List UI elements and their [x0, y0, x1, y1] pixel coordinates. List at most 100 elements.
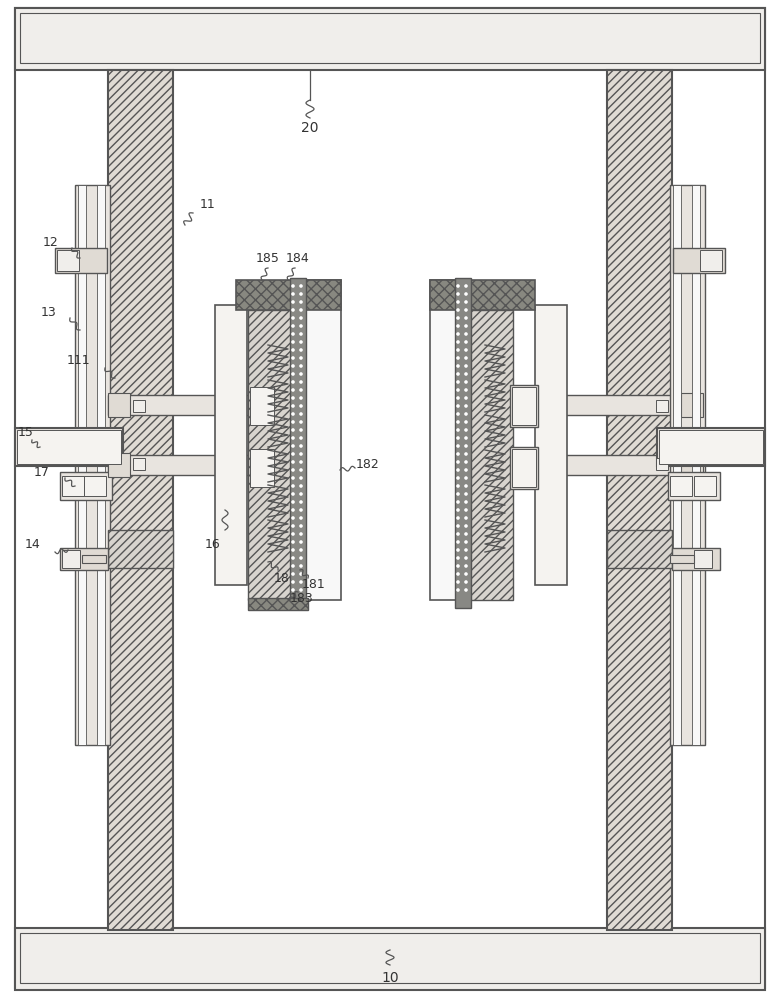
Circle shape: [456, 420, 460, 424]
Text: 184: 184: [286, 251, 310, 264]
Bar: [670, 476, 692, 496]
Text: 182: 182: [356, 458, 380, 472]
Circle shape: [291, 388, 294, 392]
Circle shape: [299, 516, 303, 520]
Circle shape: [456, 540, 460, 544]
Circle shape: [464, 396, 468, 400]
Bar: [700, 250, 722, 271]
Circle shape: [291, 588, 294, 592]
Circle shape: [299, 324, 303, 328]
Circle shape: [464, 524, 468, 528]
Bar: [78, 185, 86, 745]
Circle shape: [464, 316, 468, 320]
Circle shape: [299, 580, 303, 584]
Bar: [15, 928, 765, 990]
Bar: [681, 453, 703, 477]
Circle shape: [464, 452, 468, 456]
Circle shape: [456, 524, 460, 528]
Bar: [538, 395, 703, 415]
Circle shape: [464, 460, 468, 464]
Bar: [108, 395, 273, 415]
Text: 16: 16: [205, 538, 220, 552]
Circle shape: [299, 556, 303, 560]
Bar: [673, 248, 725, 273]
Bar: [607, 530, 672, 568]
Circle shape: [291, 556, 294, 560]
Circle shape: [299, 380, 303, 384]
Circle shape: [291, 580, 294, 584]
Bar: [538, 455, 703, 475]
Circle shape: [464, 284, 468, 288]
Bar: [455, 278, 471, 608]
Bar: [657, 428, 765, 466]
Circle shape: [299, 484, 303, 488]
Bar: [430, 280, 468, 600]
Circle shape: [456, 340, 460, 344]
Circle shape: [464, 404, 468, 408]
Circle shape: [291, 500, 294, 504]
Circle shape: [291, 564, 294, 568]
Circle shape: [299, 428, 303, 432]
Circle shape: [299, 372, 303, 376]
Circle shape: [464, 564, 468, 568]
Circle shape: [456, 396, 460, 400]
Bar: [512, 387, 536, 425]
Bar: [75, 185, 110, 745]
Circle shape: [464, 420, 468, 424]
Circle shape: [291, 380, 294, 384]
Circle shape: [456, 300, 460, 304]
Circle shape: [456, 308, 460, 312]
Bar: [303, 280, 341, 600]
Bar: [692, 185, 700, 745]
Circle shape: [456, 516, 460, 520]
Text: 111: 111: [66, 354, 90, 366]
Circle shape: [456, 364, 460, 368]
Circle shape: [456, 460, 460, 464]
Circle shape: [456, 428, 460, 432]
Text: 13: 13: [41, 306, 56, 318]
Circle shape: [456, 500, 460, 504]
Bar: [468, 310, 513, 600]
Circle shape: [464, 388, 468, 392]
Circle shape: [456, 316, 460, 320]
Circle shape: [291, 356, 294, 360]
Circle shape: [291, 508, 294, 512]
Circle shape: [456, 292, 460, 296]
Circle shape: [291, 316, 294, 320]
Circle shape: [299, 532, 303, 536]
Bar: [694, 550, 712, 568]
Bar: [248, 385, 276, 427]
Circle shape: [299, 524, 303, 528]
Circle shape: [299, 388, 303, 392]
Circle shape: [291, 516, 294, 520]
Circle shape: [456, 484, 460, 488]
Circle shape: [464, 324, 468, 328]
Circle shape: [299, 492, 303, 496]
Circle shape: [464, 532, 468, 536]
Circle shape: [456, 332, 460, 336]
Bar: [659, 430, 763, 464]
Circle shape: [291, 300, 294, 304]
Bar: [681, 393, 703, 417]
Circle shape: [456, 324, 460, 328]
Circle shape: [299, 460, 303, 464]
Circle shape: [291, 396, 294, 400]
Bar: [510, 385, 538, 427]
Circle shape: [464, 500, 468, 504]
Circle shape: [299, 292, 303, 296]
Circle shape: [464, 492, 468, 496]
Circle shape: [464, 436, 468, 440]
Bar: [694, 476, 716, 496]
Circle shape: [299, 364, 303, 368]
Circle shape: [299, 300, 303, 304]
Circle shape: [456, 580, 460, 584]
Bar: [248, 598, 308, 610]
Circle shape: [456, 468, 460, 472]
Circle shape: [299, 588, 303, 592]
Circle shape: [299, 412, 303, 416]
Circle shape: [291, 324, 294, 328]
Circle shape: [291, 572, 294, 576]
Circle shape: [464, 308, 468, 312]
Circle shape: [291, 308, 294, 312]
Bar: [656, 458, 668, 470]
